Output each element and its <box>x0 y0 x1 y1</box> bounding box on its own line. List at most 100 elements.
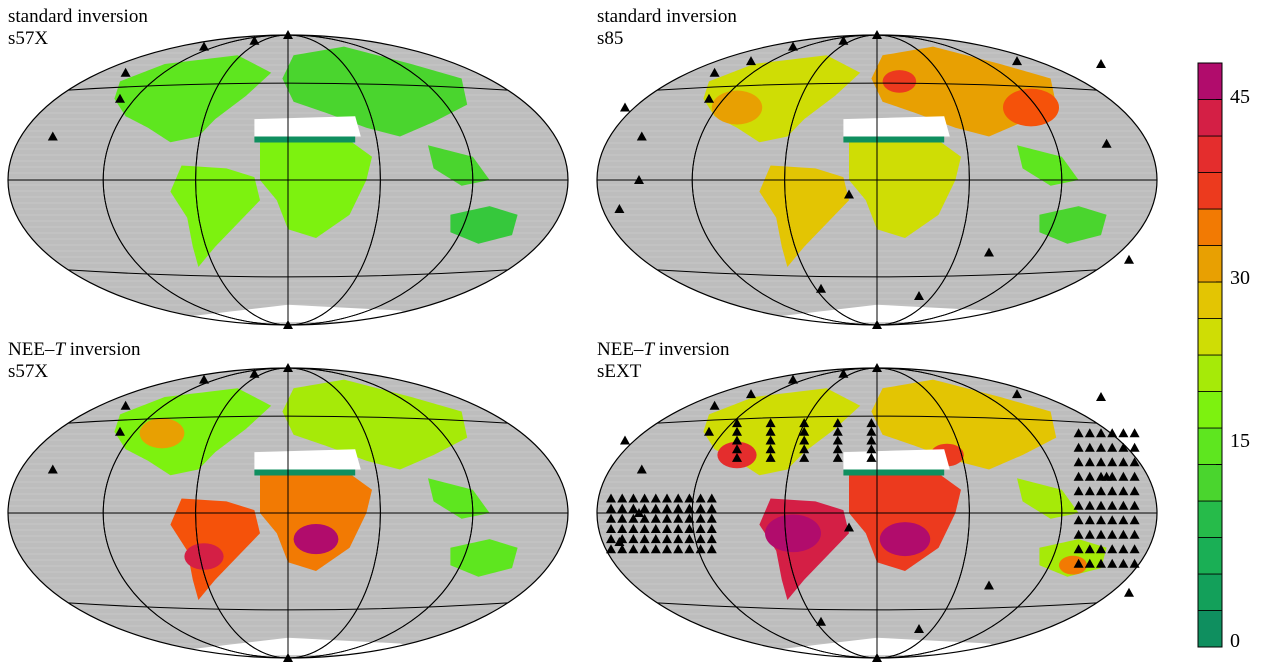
station-marker <box>636 464 647 474</box>
colorbar-segment <box>1197 610 1223 648</box>
colorbar-segment <box>1197 135 1223 173</box>
station-marker <box>706 523 717 533</box>
station-marker <box>47 464 58 474</box>
station-marker <box>120 67 131 77</box>
station-marker <box>673 513 684 523</box>
station-marker <box>617 534 628 544</box>
station-marker <box>1118 500 1129 510</box>
station-marker <box>706 503 717 513</box>
station-marker <box>650 503 661 513</box>
station-marker <box>1107 428 1118 438</box>
colorbar-segment <box>1197 427 1223 465</box>
station-marker <box>634 175 644 184</box>
station-marker <box>1073 428 1084 438</box>
station-marker <box>1118 544 1129 554</box>
station-marker <box>650 534 661 544</box>
station-marker <box>984 580 994 590</box>
station-marker <box>709 400 720 410</box>
station-marker <box>650 523 661 533</box>
station-marker <box>283 363 293 372</box>
station-marker <box>1129 515 1140 525</box>
station-marker <box>650 493 661 503</box>
station-marker <box>732 435 742 445</box>
station-marker <box>709 67 720 77</box>
station-marker <box>617 513 628 523</box>
station-marker <box>799 435 810 445</box>
station-marker <box>1073 544 1084 554</box>
continent-europe <box>282 46 468 137</box>
station-marker <box>1118 529 1129 539</box>
flux-hotspot <box>1003 88 1059 127</box>
station-marker <box>706 534 717 544</box>
station-marker <box>1073 500 1084 510</box>
station-marker <box>844 189 854 199</box>
station-marker <box>799 452 810 462</box>
station-marker <box>732 418 742 428</box>
station-marker <box>1084 500 1095 510</box>
station-marker <box>872 320 882 329</box>
station-marker <box>1073 515 1084 525</box>
station-marker <box>866 435 877 445</box>
station-marker <box>816 283 826 293</box>
panel-1-title-line1: standard inversion <box>8 6 148 27</box>
station-marker <box>704 426 714 436</box>
station-marker <box>866 444 877 454</box>
station-marker <box>1129 500 1140 510</box>
station-marker <box>695 523 706 533</box>
station-marker <box>706 493 717 503</box>
continent-seasia <box>1017 145 1079 186</box>
station-marker <box>838 368 849 378</box>
station-marker <box>628 534 639 544</box>
station-marker <box>746 389 756 399</box>
station-marker <box>617 544 628 554</box>
colorbar-segment <box>1197 62 1223 100</box>
sahara-white <box>254 449 361 470</box>
station-marker <box>1107 544 1118 554</box>
station-marker <box>695 493 706 503</box>
station-marker <box>832 435 843 445</box>
station-marker <box>673 523 684 533</box>
station-marker <box>620 102 630 112</box>
station-marker <box>684 513 695 523</box>
station-marker <box>1107 515 1118 525</box>
station-marker <box>832 418 843 428</box>
map-panel-2 <box>596 30 1158 329</box>
station-marker <box>634 508 644 517</box>
station-marker <box>1084 471 1095 481</box>
station-marker <box>765 444 776 454</box>
colorbar-tick-45: 45 <box>1230 86 1250 108</box>
colorbar <box>1197 62 1223 648</box>
station-marker <box>673 503 684 513</box>
colorbar-segment <box>1197 281 1223 319</box>
station-marker <box>617 503 628 513</box>
station-marker <box>628 493 639 503</box>
station-marker <box>1096 457 1106 467</box>
station-marker <box>866 452 877 462</box>
station-marker <box>832 452 843 462</box>
panel-2-title-line2: s85 <box>597 28 624 49</box>
continent-europe <box>282 379 468 470</box>
station-marker <box>746 56 756 66</box>
station-marker <box>1129 471 1140 481</box>
station-marker <box>662 534 672 544</box>
station-marker <box>1096 442 1106 452</box>
station-marker <box>249 35 260 45</box>
station-marker <box>788 41 798 51</box>
station-marker <box>673 493 684 503</box>
station-marker <box>662 513 672 523</box>
station-marker <box>639 523 650 533</box>
station-marker <box>47 131 58 141</box>
station-marker <box>639 503 650 513</box>
station-marker <box>704 93 714 103</box>
station-marker <box>636 131 647 141</box>
station-marker <box>788 374 798 384</box>
station-marker <box>1096 471 1106 481</box>
colorbar-segment <box>1197 172 1223 210</box>
flux-hotspot <box>1059 555 1087 575</box>
station-marker <box>844 522 854 532</box>
station-marker <box>1129 428 1140 438</box>
map-panel-3 <box>7 363 569 662</box>
station-marker <box>684 493 695 503</box>
colorbar-segment <box>1197 208 1223 246</box>
station-marker <box>1118 558 1129 568</box>
